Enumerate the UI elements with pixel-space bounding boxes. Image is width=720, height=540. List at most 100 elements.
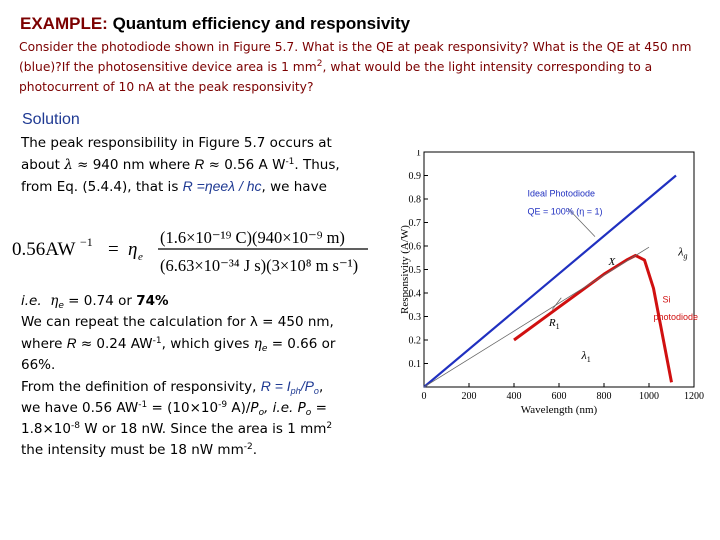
equals-sign: = xyxy=(108,239,119,260)
x-tick-label: 1000 xyxy=(639,391,659,402)
r-equals-i: R = I xyxy=(260,378,291,394)
lambda-g-main: λ xyxy=(677,244,683,258)
r1-label: R1 xyxy=(548,317,560,331)
approx-symbol: ≈ xyxy=(77,157,89,173)
minus-nine-sup: -9 xyxy=(218,400,228,410)
ie-text: i.e. xyxy=(21,293,42,309)
y-tick-label: 0.4 xyxy=(409,289,422,300)
tangent-line xyxy=(423,246,650,388)
sol2-line5: From the definition of responsivity, R =… xyxy=(21,376,363,398)
area-text: W or 18 nW. Since the area is 1 mm xyxy=(79,421,327,437)
minus-two-sup: -2 xyxy=(243,442,253,452)
equation-lhs: 0.56AW xyxy=(12,239,75,260)
r-450-text: ≈ 0.24 AW xyxy=(80,336,153,352)
si-label: Si xyxy=(663,294,671,304)
ideal-photodiode-line xyxy=(423,174,677,388)
which-gives-text: , which gives xyxy=(161,336,250,352)
sol2-line1: i.e. ηe = 0.74 or 74% xyxy=(21,291,363,312)
where-text: where xyxy=(21,336,63,352)
x-tick-label: 800 xyxy=(597,391,612,402)
solution-paragraph-1: The peak responsibility in Figure 5.7 oc… xyxy=(21,133,363,198)
approx-symbol-2: ≈ xyxy=(208,157,220,173)
qe-450-text: = 0.66 or xyxy=(271,336,336,352)
problem-part1: Consider the photodiode shown in Figure … xyxy=(19,40,692,74)
sol2-line2: We can repeat the calculation for λ = 45… xyxy=(21,314,334,330)
o-sub-3: o xyxy=(305,408,312,418)
eta-symbol-3: η xyxy=(253,336,262,352)
sol2-line4: 66%. xyxy=(21,357,56,373)
responsivity-definition: R = Iph/Po xyxy=(260,378,319,396)
lambda-symbol: λ xyxy=(64,157,73,173)
equation-lhs-sup: −1 xyxy=(80,235,93,249)
equation-numerator: (1.6×10⁻¹⁹ C)(940×10⁻⁹ m) xyxy=(160,228,345,247)
eta-symbol: η xyxy=(128,239,137,260)
si-photodiode-curve xyxy=(513,253,673,383)
p-symbol: P xyxy=(250,400,259,416)
x-axis-label: Wavelength (nm) xyxy=(521,404,598,416)
ideal-leader-line xyxy=(567,208,596,237)
y-tick-label: 0.1 xyxy=(409,359,422,370)
sol-line3: from Eq. (5.4.4), that is R =ηeeλ / hc, … xyxy=(21,176,363,198)
responsivity-formula: R =ηeeλ / hc xyxy=(182,178,262,194)
y-axis-label: Responsivity (A/W) xyxy=(399,225,411,314)
r1-sub: 1 xyxy=(556,322,560,331)
ideal-photodiode-label: Ideal Photodiode xyxy=(528,189,596,199)
x-tick-label: 0 xyxy=(422,391,427,402)
lambda1-label: λ1 xyxy=(581,348,591,364)
amps-text: A)/ xyxy=(227,400,251,416)
sol2-line6: we have 0.56 AW-1 = (10×10-9 A)/Po, i.e.… xyxy=(21,398,363,419)
comma-text: , xyxy=(318,379,324,395)
ph-sub: ph xyxy=(290,386,301,396)
sol2-line8: the intensity must be 18 nW mm-2. xyxy=(21,440,363,461)
y-tick-label: 0.5 xyxy=(409,265,422,276)
y-tick-label: 0.7 xyxy=(409,218,422,229)
eta-symbol-2: η xyxy=(50,293,59,309)
title-rest: Quantum efficiency and responsivity xyxy=(107,14,411,33)
title-head: EXAMPLE: xyxy=(20,14,108,33)
r1-main: R xyxy=(548,317,556,329)
r-symbol-2: R xyxy=(66,336,77,351)
thus-text: . Thus, xyxy=(294,157,340,173)
intensity-text: the intensity must be 18 nW mm xyxy=(21,442,244,458)
solution-paragraph-2: i.e. ηe = 0.74 or 74% We can repeat the … xyxy=(21,291,363,461)
responsivity-chart: 0 200 400 600 800 1000 1200 0.1 0.2 0.3 0.4 0.5 0.6… xyxy=(399,150,704,416)
power-value: 1.8×10 xyxy=(21,421,71,437)
o-sub: o xyxy=(313,386,319,396)
minus-one-sup-3: -1 xyxy=(138,400,148,410)
x-tick-label: 200 xyxy=(462,391,477,402)
y-tick-label: 0.8 xyxy=(409,195,422,206)
problem-statement: Consider the photodiode shown in Figure … xyxy=(19,37,709,97)
qe-percent-bold: 74% xyxy=(136,293,169,309)
sol2-line7: 1.8×10-8 W or 18 nW. Since the area is 1… xyxy=(21,419,363,440)
we-have-text: , we have xyxy=(261,179,327,195)
sol2-line3: where R ≈ 0.24 AW-1, which gives ηe = 0.… xyxy=(21,333,363,355)
definition-text: From the definition of responsivity, xyxy=(21,379,257,395)
qe-100-label: QE = 100% (η = 1) xyxy=(528,206,603,216)
two-sup: 2 xyxy=(326,421,333,431)
y-tick-label: 0.2 xyxy=(409,336,422,347)
peak-value-text: 940 nm where xyxy=(92,157,191,173)
qe-equation: 0.56AW −1 = η e (1.6×10⁻¹⁹ C)(940×10⁻⁹ m… xyxy=(12,228,368,275)
equation-denominator: (6.63×10⁻³⁴ J s)(3×10⁸ m s⁻¹) xyxy=(160,256,358,275)
minus-one-sup: -1 xyxy=(285,157,295,167)
photodiode-label: photodiode xyxy=(654,312,699,322)
x-marker-label: X xyxy=(608,256,617,268)
x-tick-label: 600 xyxy=(552,391,567,402)
y-tick-label: 0.3 xyxy=(409,312,422,323)
problem-part2: , what would be the light intensity corr… xyxy=(19,60,653,94)
minus-one-sup-2: -1 xyxy=(152,336,162,346)
lambda1-main: λ xyxy=(581,348,587,362)
ie-text-2: , i.e. xyxy=(264,400,294,416)
lambda-g-label: λg xyxy=(677,244,687,260)
ie-rest-text: = 0.74 or xyxy=(68,293,132,309)
period-text: . xyxy=(252,442,258,458)
p-symbol-2: P xyxy=(297,400,306,416)
y-tick-label: 1 xyxy=(416,150,421,159)
eta-subscript: e xyxy=(138,251,143,263)
eta-sub-3: e xyxy=(261,344,268,354)
y-tick-label: 0.9 xyxy=(409,171,422,182)
we-have-056: we have 0.56 AW xyxy=(21,400,139,416)
sol-line2: about λ ≈ 940 nm where R ≈ 0.56 A W-1. T… xyxy=(21,154,363,176)
y-tick-label: 0.6 xyxy=(409,242,422,253)
r-value-text: 0.56 A W xyxy=(224,157,286,173)
